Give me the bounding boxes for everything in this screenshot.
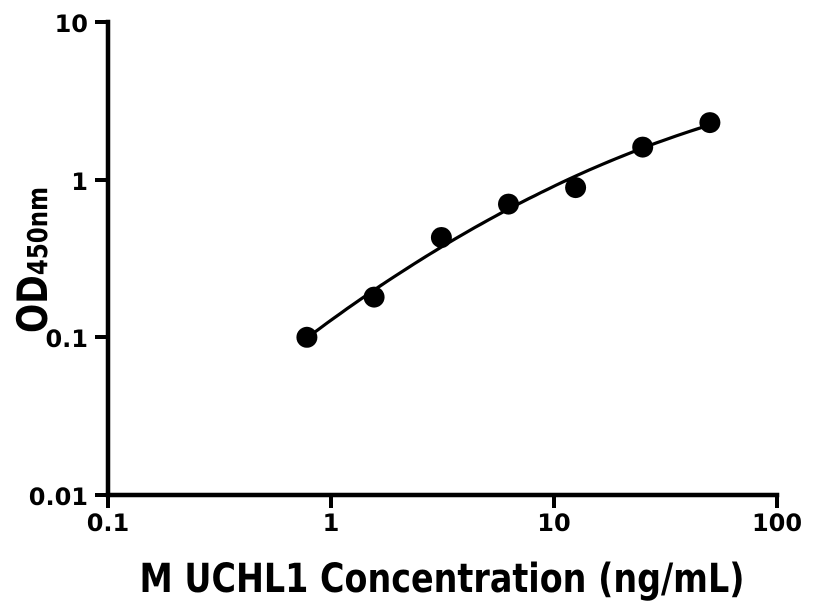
y-tick-label-1: 1: [71, 168, 88, 196]
data-point: [430, 227, 452, 248]
y-tick-label-10: 10: [55, 10, 88, 38]
data-point: [363, 286, 385, 308]
fit-curve-line: [305, 123, 712, 340]
x-tick-label-10: 10: [537, 509, 570, 537]
x-tick-label-100: 100: [752, 509, 802, 537]
data-point: [296, 326, 318, 348]
data-point: [498, 193, 519, 215]
data-point: [632, 136, 654, 158]
y-tick-label-0.01: 0.01: [29, 483, 88, 511]
y-axis-title-subscript: 450nm: [21, 187, 54, 275]
x-axis-title: M UCHL1 Concentration (ng/mL): [140, 556, 745, 602]
x-tick-label-0.1: 0.1: [87, 509, 130, 537]
y-tick-labels: 10 1 0.1 0.01: [29, 10, 88, 511]
data-point: [699, 112, 721, 134]
data-points: [296, 112, 721, 348]
axes: [95, 19, 780, 508]
x-tick-label-1: 1: [323, 509, 340, 537]
x-tick-labels: 0.1 1 10 100: [87, 509, 802, 537]
data-point: [565, 177, 587, 199]
y-axis-title: OD450nm: [8, 187, 57, 333]
y-axis-title-main: OD: [8, 275, 57, 333]
y-tick-label-0.1: 0.1: [45, 325, 88, 353]
